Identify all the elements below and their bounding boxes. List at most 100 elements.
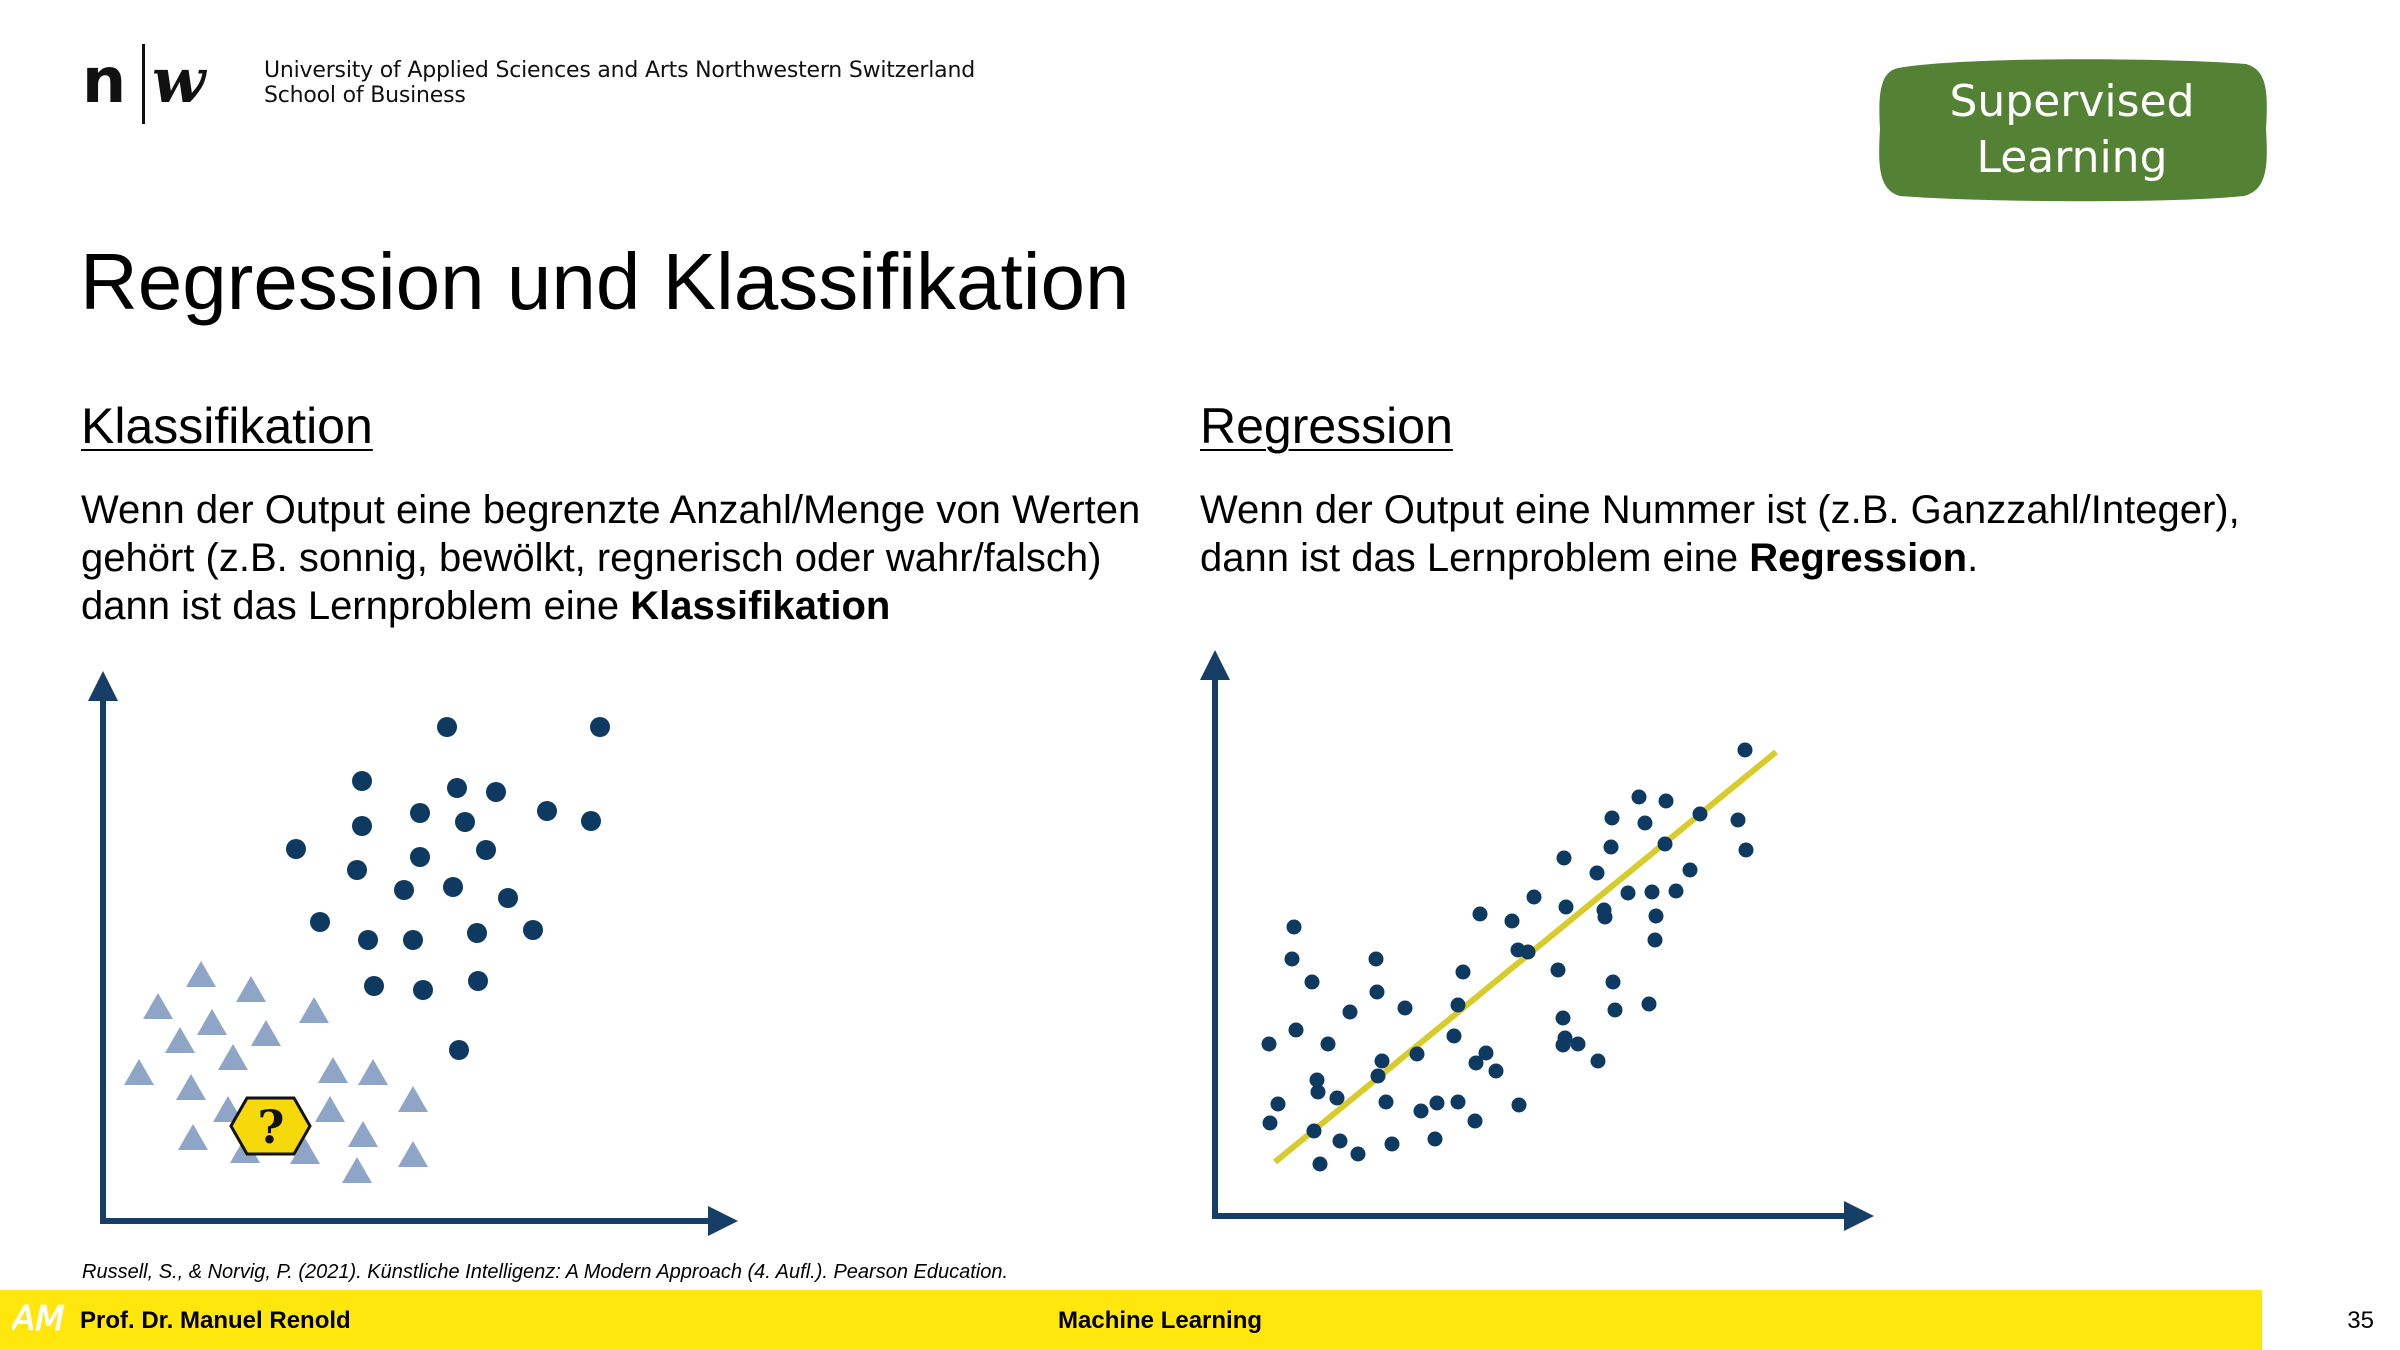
regression-point — [1550, 962, 1566, 978]
class-a-point — [581, 811, 601, 831]
class-b-point — [398, 1141, 428, 1167]
regression-point — [1604, 810, 1620, 826]
regression-point — [1648, 908, 1664, 924]
regression-point — [1370, 1068, 1386, 1084]
regression-point — [1262, 1115, 1278, 1131]
regression-point — [1329, 1090, 1345, 1106]
regression-y-arrow — [1200, 650, 1230, 680]
regression-point — [1310, 1084, 1326, 1100]
class-b-point — [398, 1086, 428, 1112]
regression-point — [1526, 889, 1542, 905]
regression-point — [1520, 944, 1536, 960]
regression-point — [1450, 1094, 1466, 1110]
regression-point — [1350, 1146, 1366, 1162]
regression-point — [1306, 1123, 1322, 1139]
class-a-point — [455, 812, 475, 832]
regression-point — [1555, 1037, 1571, 1053]
regression-point — [1320, 1036, 1336, 1052]
regression-point — [1378, 1094, 1394, 1110]
class-a-point — [523, 920, 543, 940]
footer-author: Prof. Dr. Manuel Renold — [80, 1307, 351, 1334]
regression-point — [1286, 919, 1302, 935]
regression-point — [1558, 899, 1574, 915]
regression-point — [1692, 806, 1708, 822]
regression-description: Wenn der Output eine Nummer ist (z.B. Ga… — [1200, 486, 2320, 582]
regression-point — [1730, 812, 1746, 828]
class-a-point — [352, 771, 372, 791]
class-b-point — [176, 1074, 206, 1100]
regression-point — [1504, 913, 1520, 929]
regression-point — [1429, 1095, 1445, 1111]
class-a-point — [476, 840, 496, 860]
class-a-point — [410, 847, 430, 867]
class-b-point — [342, 1157, 372, 1183]
regression-bold-term: Regression — [1749, 536, 1968, 580]
unknown-hexagon — [229, 1096, 312, 1156]
regression-point — [1605, 974, 1621, 990]
class-a-point — [358, 930, 378, 950]
am-logo: AM — [12, 1299, 65, 1339]
regression-point — [1261, 1036, 1277, 1052]
badge-line-2: Learning — [1976, 132, 2168, 183]
regression-point — [1468, 1055, 1484, 1071]
regression-point — [1374, 1053, 1390, 1069]
svg-text:n: n — [82, 44, 126, 117]
regression-point — [1288, 1022, 1304, 1038]
regression-point — [1658, 793, 1674, 809]
classification-axes — [88, 671, 738, 1236]
regression-figure — [1200, 650, 1874, 1231]
university-name: University of Applied Sciences and Arts … — [264, 58, 975, 108]
class-b-point — [290, 1138, 320, 1164]
class-a-point — [590, 717, 610, 737]
class-b-point — [358, 1059, 388, 1085]
regression-x-arrow — [1844, 1201, 1874, 1231]
class-a-point — [468, 971, 488, 991]
class-b-point — [348, 1121, 378, 1147]
class-b-point — [165, 1027, 195, 1053]
regression-point — [1647, 932, 1663, 948]
regression-point — [1589, 865, 1605, 881]
regression-point — [1511, 1097, 1527, 1113]
unknown-point: ? — [229, 1096, 312, 1156]
class-b-point — [315, 1096, 345, 1122]
class-b-point — [178, 1124, 208, 1150]
badge-line-1: Supervised — [1949, 76, 2195, 127]
class-b-point — [197, 1009, 227, 1035]
classification-x-arrow — [708, 1206, 738, 1236]
fhnw-logo: n w — [82, 44, 208, 124]
class-b-point — [186, 961, 216, 987]
class-a-point — [352, 816, 372, 836]
footer-course: Machine Learning — [1058, 1307, 1263, 1334]
class-b-point — [318, 1057, 348, 1083]
regression-text-end: . — [1967, 536, 1979, 580]
class-a-point — [443, 877, 463, 897]
class-b-points — [124, 961, 428, 1183]
regression-point — [1590, 1053, 1606, 1069]
regression-axes — [1200, 650, 1874, 1231]
footer-bar — [0, 1290, 2262, 1350]
class-b-point — [299, 997, 329, 1023]
regression-point — [1384, 1136, 1400, 1152]
regression-point — [1309, 1072, 1325, 1088]
regression-point — [1450, 997, 1466, 1013]
classification-y-arrow — [88, 671, 118, 701]
class-b-point — [143, 993, 173, 1019]
class-a-point — [449, 1040, 469, 1060]
regression-point — [1631, 789, 1647, 805]
class-b-point — [236, 976, 266, 1002]
regression-point — [1682, 862, 1698, 878]
class-a-points — [286, 717, 610, 1060]
regression-point — [1270, 1096, 1286, 1112]
class-a-point — [498, 888, 518, 908]
class-a-point — [410, 803, 430, 823]
university-line-2: School of Business — [264, 83, 466, 108]
regression-point — [1555, 1010, 1571, 1026]
regression-point — [1369, 984, 1385, 1000]
regression-point — [1413, 1103, 1429, 1119]
regression-point — [1641, 996, 1657, 1012]
regression-point — [1284, 951, 1300, 967]
regression-point — [1312, 1156, 1328, 1172]
regression-point — [1620, 885, 1636, 901]
class-b-point — [124, 1059, 154, 1085]
